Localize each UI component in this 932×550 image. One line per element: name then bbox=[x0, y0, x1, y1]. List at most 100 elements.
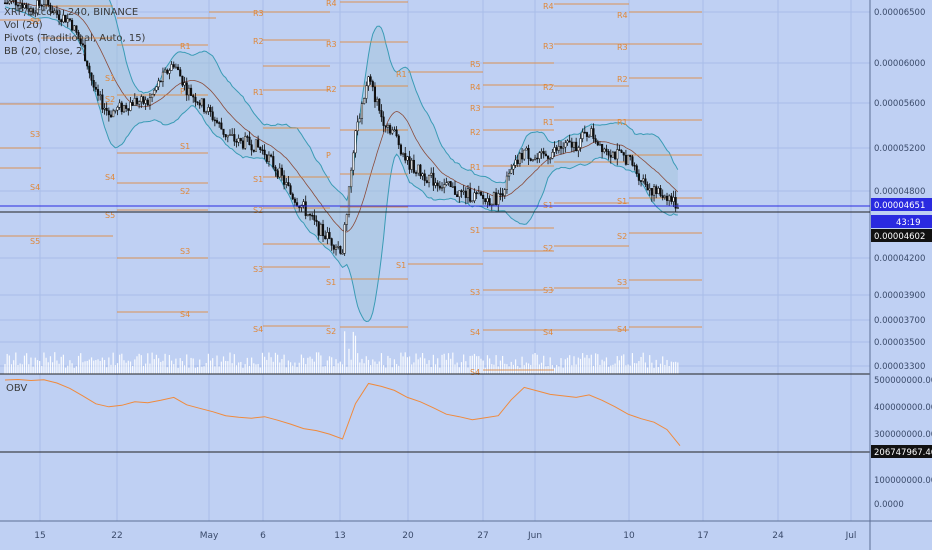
candle-body bbox=[674, 197, 677, 209]
volume-bar bbox=[644, 362, 646, 374]
obv-value-badge-bg bbox=[871, 445, 932, 458]
candle-body bbox=[492, 192, 495, 205]
candle-body bbox=[133, 98, 136, 106]
volume-bar bbox=[190, 357, 192, 374]
volume-bar bbox=[69, 360, 71, 374]
candle-body bbox=[462, 190, 465, 193]
candle-body bbox=[495, 192, 498, 205]
volume-bar bbox=[248, 365, 251, 374]
volume-bar bbox=[240, 361, 242, 374]
pivot-label: R4 bbox=[326, 0, 337, 8]
volume-bar bbox=[106, 367, 108, 374]
volume-bar bbox=[432, 354, 434, 374]
candle-body bbox=[432, 172, 435, 186]
candle-body bbox=[640, 180, 643, 182]
candle-body bbox=[352, 152, 355, 171]
candle-body bbox=[553, 147, 556, 153]
volume-bar bbox=[315, 352, 318, 374]
candle-body bbox=[384, 125, 387, 128]
candle-body bbox=[259, 146, 262, 151]
pivot-label: S1 bbox=[396, 261, 406, 270]
volume-bar bbox=[465, 361, 467, 374]
volume-bar bbox=[476, 356, 478, 374]
candle-body bbox=[629, 154, 632, 157]
candle-body bbox=[198, 102, 201, 106]
volume-bar bbox=[391, 367, 393, 374]
candle-body bbox=[88, 65, 91, 74]
candle-body bbox=[423, 173, 426, 181]
candle-body bbox=[568, 140, 571, 143]
volume-bar bbox=[406, 357, 409, 374]
candle-body bbox=[99, 94, 102, 97]
volume-bar bbox=[125, 362, 127, 374]
candle-body bbox=[272, 156, 275, 168]
candle-body bbox=[460, 190, 463, 192]
volume-bar bbox=[134, 359, 136, 374]
volume-bar bbox=[212, 358, 214, 374]
candle-body bbox=[317, 221, 320, 236]
legend-vol[interactable]: Vol (20) bbox=[4, 20, 43, 31]
legend-bb[interactable]: BB (20, close, 2) bbox=[4, 46, 87, 57]
candle-body bbox=[19, 3, 22, 6]
candle-body bbox=[337, 246, 340, 248]
volume-bar bbox=[344, 331, 346, 374]
candle-body bbox=[456, 194, 459, 198]
candle-body bbox=[79, 38, 82, 44]
volume-bar bbox=[662, 356, 664, 374]
volume-bar bbox=[309, 356, 311, 374]
candles[interactable] bbox=[3, 0, 679, 256]
candle-body bbox=[81, 43, 84, 46]
volume-bar bbox=[196, 367, 199, 374]
volume-bar bbox=[203, 366, 205, 374]
candle-body bbox=[590, 128, 593, 137]
volume-bar bbox=[32, 366, 34, 374]
pivot-label: R2 bbox=[543, 83, 554, 92]
volume-bar bbox=[664, 364, 666, 374]
volume-bar bbox=[370, 365, 372, 374]
candle-body bbox=[614, 151, 617, 160]
grid bbox=[0, 0, 870, 521]
candle-body bbox=[289, 185, 292, 195]
pivot-label: S3 bbox=[253, 265, 263, 274]
volume-bar bbox=[103, 359, 106, 374]
candle-body bbox=[324, 235, 327, 240]
x-tick: 15 bbox=[34, 531, 45, 541]
candle-body bbox=[53, 10, 56, 14]
candle-body bbox=[83, 44, 87, 62]
volume-bar bbox=[380, 353, 383, 374]
candle-body bbox=[512, 165, 515, 170]
legend-pivots[interactable]: Pivots (Traditional, Auto, 15) bbox=[4, 33, 146, 44]
candle-body bbox=[358, 118, 361, 123]
candle-body bbox=[47, 0, 50, 6]
volume-bar bbox=[484, 367, 486, 374]
volume-bar bbox=[71, 363, 73, 374]
pivot-label: S4 bbox=[30, 183, 40, 192]
candle-body bbox=[45, 0, 48, 5]
volume-bar bbox=[365, 356, 367, 374]
volume-bar bbox=[283, 354, 285, 374]
candle-body bbox=[627, 154, 630, 165]
candle-body bbox=[293, 198, 296, 203]
volume-bar bbox=[493, 364, 495, 374]
candle-body bbox=[244, 136, 247, 149]
candle-body bbox=[676, 207, 679, 209]
candle-body bbox=[8, 0, 11, 4]
volume-bar bbox=[218, 366, 220, 374]
candle-body bbox=[527, 147, 530, 159]
candle-body bbox=[321, 224, 325, 237]
candle-body bbox=[129, 102, 132, 111]
pivot-label: R3 bbox=[470, 104, 481, 113]
candle-body bbox=[473, 192, 476, 202]
pivot-label: S5 bbox=[105, 211, 115, 220]
candle-body bbox=[254, 139, 258, 152]
obv-tick: 0.0000 bbox=[874, 500, 904, 510]
candle-body bbox=[222, 128, 225, 135]
volume-bar bbox=[614, 363, 616, 374]
volume-bar bbox=[173, 364, 175, 374]
candle-body bbox=[523, 149, 526, 160]
volume-bar bbox=[625, 365, 627, 374]
candle-body bbox=[257, 139, 260, 148]
legend-symbol[interactable]: XRP/Bitcoin, 240, BINANCE bbox=[4, 7, 139, 18]
volume-bar bbox=[300, 354, 302, 374]
